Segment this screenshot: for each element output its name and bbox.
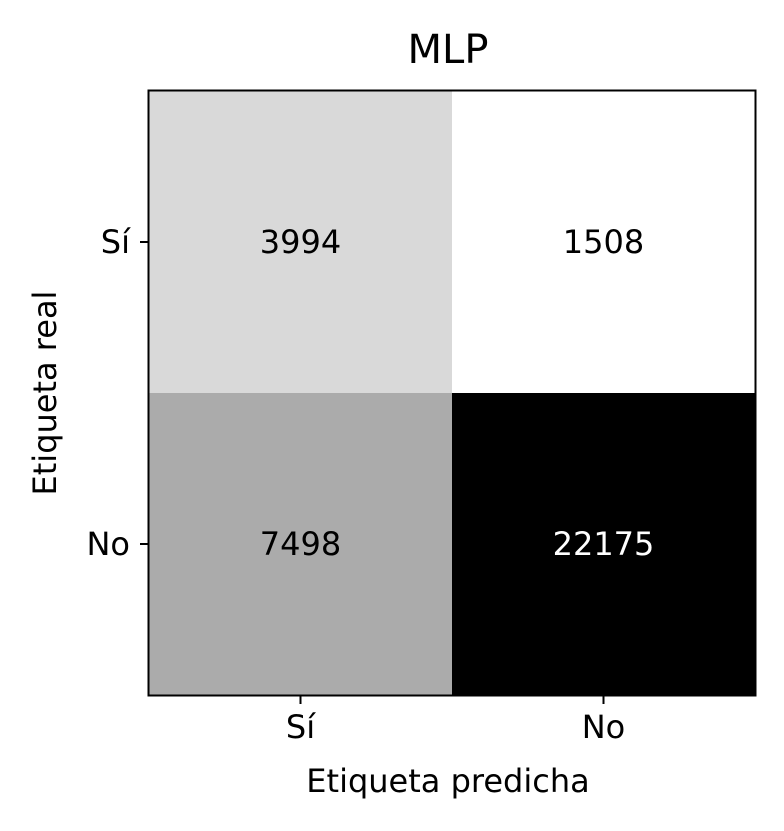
x-tick-label: No — [582, 708, 626, 746]
y-axis-label: Etiqueta real — [26, 291, 64, 496]
x-tick-label: Sí — [286, 708, 316, 746]
cell-value-label: 22175 — [553, 525, 655, 563]
cell-value-label: 1508 — [563, 223, 644, 261]
x-axis-label: Etiqueta predicha — [306, 762, 589, 800]
cell-value-label: 3994 — [260, 223, 341, 261]
y-tick-label: No — [86, 525, 130, 563]
heatmap-cell — [452, 393, 755, 695]
y-tick-label: Sí — [101, 223, 131, 261]
heatmap-cells: 3994 1508 7498 22175 — [149, 91, 755, 695]
y-tick-labels: Sí No — [86, 223, 148, 563]
heatmap-cell — [149, 393, 452, 695]
x-tick-labels: Sí No — [286, 696, 625, 746]
chart-title: MLP — [408, 27, 489, 73]
cell-value-label: 7498 — [260, 525, 341, 563]
heatmap-cell — [452, 91, 755, 393]
plot-frame — [147, 89, 757, 697]
heatmap-cell — [149, 91, 452, 393]
